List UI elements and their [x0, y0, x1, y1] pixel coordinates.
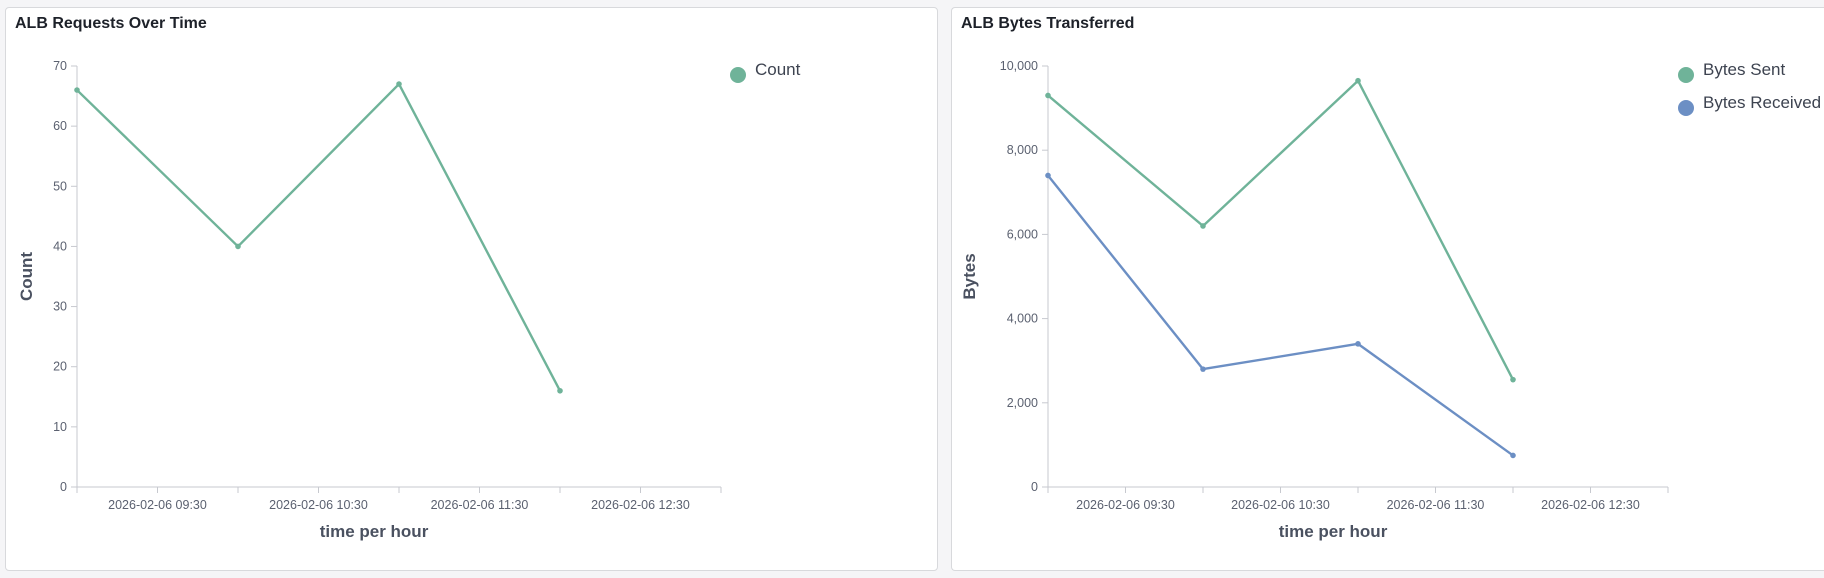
y-tick-label: 10,000	[1000, 59, 1038, 73]
requests-line-chart: 0 10 20 30 40 50 60 70 2026-02-06 09:30 2026-02-0…	[17, 59, 801, 541]
y-tick-label: 50	[53, 179, 67, 193]
x-tick-label: 2026-02-06 09:30	[1076, 498, 1175, 512]
data-point	[1200, 366, 1206, 372]
data-point	[74, 87, 80, 93]
y-tick-label: 70	[53, 59, 67, 73]
x-tick-label: 2026-02-06 12:30	[1541, 498, 1640, 512]
legend-marker	[1678, 67, 1694, 83]
bytes-line-chart: 0 2,000 4,000 6,000 8,000 10,000 2026-02-06 09…	[960, 59, 1821, 541]
data-point	[1200, 223, 1206, 229]
series-line	[1047, 79, 1515, 381]
data-point	[1355, 77, 1361, 84]
y-tick-label: 0	[60, 480, 67, 494]
y-tick-label: 20	[53, 360, 67, 374]
requests-chart-panel: ALB Requests Over Time 0 10 20 30 40 50 60 70 20…	[5, 7, 938, 571]
y-axis-title: Bytes	[960, 253, 979, 299]
data-point	[1045, 92, 1051, 99]
bytes-chart-panel: ALB Bytes Transferred 0 2,000 4,000 6,000 8,…	[951, 7, 1824, 571]
legend-marker	[730, 67, 746, 83]
legend-label: Bytes Received	[1703, 93, 1821, 112]
data-point	[396, 81, 402, 87]
y-tick-label: 8,000	[1007, 143, 1038, 157]
x-tick-label: 2026-02-06 12:30	[591, 498, 690, 512]
y-tick-label: 30	[53, 300, 67, 314]
x-tick-label: 2026-02-06 09:30	[108, 498, 207, 512]
series-line	[1047, 174, 1514, 457]
x-tick-label: 2026-02-06 10:30	[1231, 498, 1330, 512]
y-axis-title: Count	[17, 252, 36, 301]
x-tick-label: 2026-02-06 10:30	[269, 498, 368, 512]
panel-title: ALB Bytes Transferred	[961, 15, 1135, 32]
data-point	[1510, 452, 1516, 459]
panel-title: ALB Requests Over Time	[15, 15, 207, 32]
data-point	[1510, 376, 1516, 383]
y-tick-label: 40	[53, 239, 67, 253]
x-tick-label: 2026-02-06 11:30	[431, 498, 529, 512]
y-tick-label: 6,000	[1007, 227, 1038, 241]
data-point	[1355, 341, 1361, 347]
y-tick-label: 60	[53, 119, 67, 133]
x-axis-title: time per hour	[1279, 522, 1388, 541]
y-tick-label: 2,000	[1007, 396, 1038, 410]
data-point	[557, 387, 563, 394]
x-axis-title: time per hour	[320, 522, 429, 541]
legend-label: Bytes Sent	[1703, 60, 1785, 79]
x-tick-label: 2026-02-06 11:30	[1387, 498, 1485, 512]
series-line	[76, 82, 562, 392]
data-point	[1045, 172, 1051, 179]
y-tick-label: 4,000	[1007, 312, 1038, 326]
legend-label: Count	[755, 60, 801, 79]
data-point	[235, 243, 241, 250]
legend-marker	[1678, 100, 1694, 116]
y-tick-label: 10	[53, 420, 67, 434]
y-tick-label: 0	[1031, 480, 1038, 494]
